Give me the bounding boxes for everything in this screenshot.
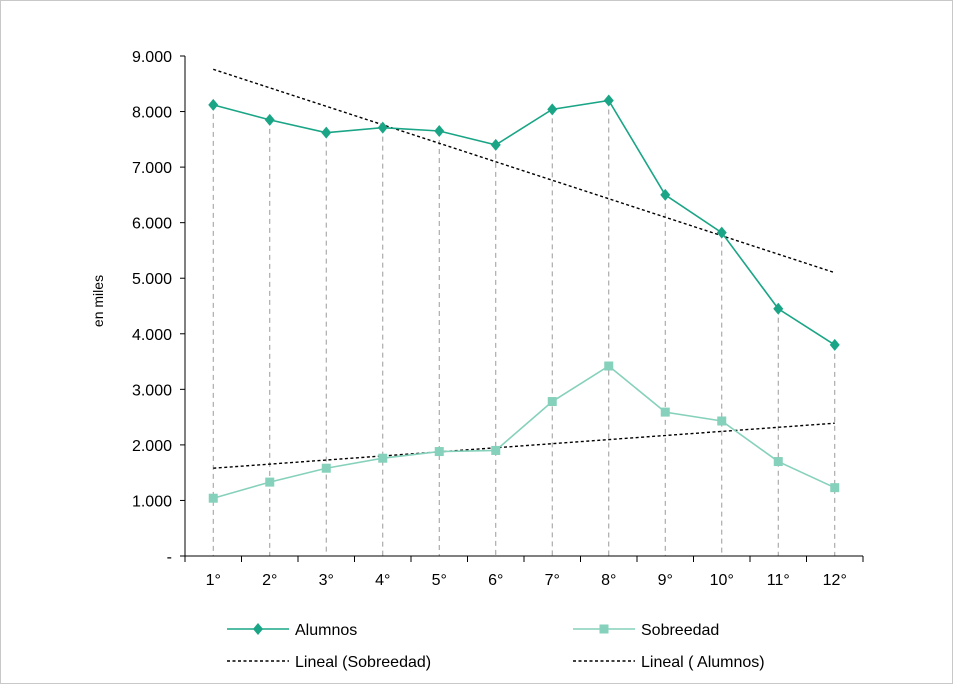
y-tick-label: 1.000: [132, 493, 172, 510]
data-point: [547, 397, 557, 407]
data-point: [377, 121, 388, 134]
y-tick-label: 8.000: [132, 105, 172, 122]
data-point: [773, 302, 784, 315]
data-point: [264, 113, 275, 126]
x-tick-label: 9°: [658, 572, 673, 589]
data-point: [830, 483, 840, 493]
data-point: [717, 416, 727, 426]
data-point: [434, 125, 445, 137]
data-point: [604, 361, 614, 371]
data-point: [660, 188, 671, 201]
y-axis-label: en miles: [90, 275, 106, 327]
legend-label: Lineal ( Alumnos): [641, 654, 765, 671]
legend-label: Lineal (Sobreedad): [295, 654, 431, 671]
x-tick-label: 7°: [545, 572, 560, 589]
y-tick-label: 7.000: [132, 160, 172, 177]
x-tick-label: 3°: [319, 572, 334, 589]
data-point: [208, 98, 219, 111]
x-tick-label: 5°: [432, 572, 447, 589]
legend-marker: [599, 624, 609, 634]
y-tick-label: 3.000: [132, 382, 172, 399]
data-point: [208, 493, 218, 503]
axes: - 1.000 2.000 3.000 4.000 5.000 6.000 7.000 8.00…: [132, 49, 864, 589]
y-tick-label: -: [167, 549, 172, 566]
data-point: [321, 463, 331, 473]
data-point: [829, 338, 840, 351]
data-point: [434, 447, 444, 457]
data-point: [603, 94, 614, 107]
y-tick-label: 4.000: [132, 327, 172, 344]
y-tick-label: 9.000: [132, 49, 172, 66]
data-point: [491, 445, 501, 455]
legend-label: Sobreedad: [641, 622, 719, 639]
trendlines: [213, 68, 835, 469]
data-point: [547, 103, 558, 116]
series-line: [213, 99, 836, 346]
series-layer: [208, 94, 840, 503]
series-line: [213, 365, 836, 499]
y-tick-label: 5.000: [132, 271, 172, 288]
legend-label: Alumnos: [295, 622, 357, 639]
x-tick-label: 8°: [601, 572, 616, 589]
y-tick-label: 2.000: [132, 438, 172, 455]
data-point: [378, 453, 388, 463]
trendline: [213, 68, 835, 274]
x-tick-label: 10°: [710, 572, 734, 589]
y-tick-label: 6.000: [132, 216, 172, 233]
drop-lines: [212, 100, 836, 556]
x-tick-label: 2°: [262, 572, 277, 589]
data-point: [660, 407, 670, 417]
legend: Alumnos Sobreedad Lineal (Sobreedad) Lineal…: [227, 622, 765, 671]
trendline: [213, 422, 835, 469]
legend-marker: [253, 623, 263, 635]
x-tick-label: 12°: [823, 572, 847, 589]
x-tick-label: 4°: [375, 572, 390, 589]
data-point: [490, 138, 501, 151]
data-point: [716, 226, 727, 239]
data-point: [773, 457, 783, 467]
data-point: [321, 126, 332, 139]
x-tick-label: 6°: [488, 572, 503, 589]
data-point: [265, 477, 275, 487]
x-tick-label: 11°: [767, 572, 790, 589]
x-tick-label: 1°: [206, 572, 221, 589]
